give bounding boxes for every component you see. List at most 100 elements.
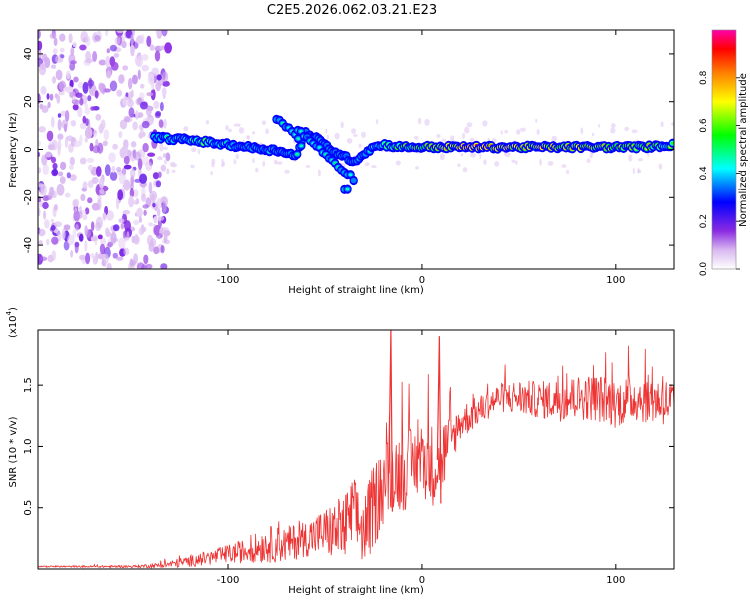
noise-blob	[111, 61, 119, 71]
noise-blob	[41, 53, 48, 62]
noise-blob	[156, 233, 163, 239]
branch-1-point-core	[299, 144, 304, 148]
snr-y-label: SNR (10 * v/v)	[8, 416, 19, 487]
noise-blob	[40, 86, 47, 95]
noise-blob	[415, 166, 419, 170]
noise-blob	[56, 94, 61, 104]
noise-blob	[161, 87, 167, 96]
noise-blob	[72, 228, 77, 239]
noise-blob	[154, 112, 161, 119]
noise-blob	[128, 195, 135, 208]
x-tick-label: 0	[419, 575, 425, 586]
noise-blob	[131, 74, 138, 85]
noise-blob	[130, 168, 136, 179]
noise-blob	[149, 240, 155, 252]
noise-blob	[66, 172, 71, 179]
noise-blob	[164, 42, 173, 54]
noise-blob	[395, 160, 401, 166]
noise-blob	[57, 231, 62, 242]
noise-blob	[598, 123, 601, 128]
noise-blob	[55, 69, 63, 81]
noise-blob	[63, 87, 71, 92]
noise-blob	[38, 240, 43, 246]
branch-3-point-core	[345, 187, 350, 191]
noise-blob	[157, 207, 161, 217]
noise-blob	[139, 83, 145, 89]
noise-blob	[162, 80, 170, 87]
noise-blob	[97, 194, 102, 203]
colorbar-tick-label: 0.4	[699, 166, 709, 181]
noise-blob	[105, 55, 111, 68]
noise-blob	[95, 178, 99, 184]
noise-blob	[51, 139, 58, 151]
noise-blob	[160, 263, 168, 269]
noise-blob	[482, 120, 488, 127]
noise-blob	[103, 129, 110, 141]
noise-blob	[85, 35, 91, 47]
colorbar-tick-label: 0.0	[699, 262, 709, 277]
noise-blob	[365, 162, 370, 166]
noise-blob	[147, 152, 156, 157]
noise-blob	[70, 46, 75, 56]
spectrogram-panel: -100 0 100 -40 -20 0 20 40 Height of straight l…	[8, 29, 675, 296]
noise-blob	[136, 112, 144, 118]
noise-blob	[59, 33, 66, 42]
noise-blob	[97, 234, 103, 240]
noise-blob	[102, 212, 107, 220]
noise-blob	[121, 41, 127, 49]
noise-blob	[68, 54, 76, 60]
noise-blob	[162, 153, 167, 158]
noise-blob	[246, 135, 249, 139]
noise-blob	[42, 163, 49, 176]
noise-blob	[116, 166, 122, 173]
noise-blob	[122, 96, 130, 106]
noise-blob	[155, 30, 161, 36]
noise-blob	[157, 156, 163, 161]
noise-blob	[346, 138, 353, 144]
noise-blob	[139, 173, 148, 184]
noise-blob	[276, 161, 283, 165]
noise-blob	[122, 230, 126, 239]
noise-blob	[162, 71, 169, 83]
noise-blob	[38, 40, 43, 51]
noise-blob	[164, 159, 168, 165]
noise-blob	[79, 122, 87, 130]
noise-blob	[160, 101, 164, 112]
noise-blob	[156, 74, 162, 81]
noise-blob	[99, 177, 104, 189]
noise-blob	[51, 250, 57, 261]
noise-blob	[211, 162, 215, 168]
noise-blob	[38, 93, 41, 104]
noise-blob	[58, 90, 65, 96]
noise-blob	[110, 231, 117, 244]
noise-blob	[84, 137, 88, 143]
noise-blob	[133, 235, 140, 245]
noise-blob	[159, 142, 164, 152]
noise-blob	[75, 92, 83, 98]
noise-blob	[50, 156, 57, 164]
noise-blob	[671, 122, 674, 126]
noise-blob	[149, 190, 158, 201]
noise-blob	[191, 147, 197, 152]
colorbar-gradient	[712, 30, 736, 269]
noise-blob	[128, 77, 133, 90]
noise-blob	[233, 159, 237, 165]
noise-blob	[123, 155, 130, 165]
noise-blob	[79, 44, 87, 51]
noise-blob	[44, 151, 53, 158]
doppler-trace	[150, 114, 674, 194]
noise-blob	[56, 183, 65, 196]
noise-blob	[436, 134, 441, 138]
trace-point-core	[670, 141, 674, 145]
noise-blob	[265, 128, 269, 135]
noise-blob	[46, 93, 50, 100]
noise-blob	[610, 123, 616, 129]
noise-blob	[77, 106, 83, 118]
noise-blob	[210, 171, 213, 176]
noise-blob	[38, 183, 44, 188]
noise-blob	[252, 131, 256, 135]
noise-blob	[273, 159, 278, 165]
noise-blob	[55, 55, 62, 64]
noise-blob	[69, 174, 77, 182]
